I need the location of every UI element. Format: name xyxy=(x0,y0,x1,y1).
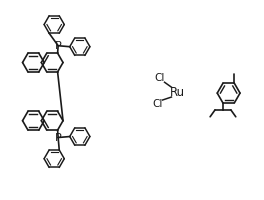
Text: Cl: Cl xyxy=(152,99,163,109)
Text: Ru: Ru xyxy=(170,86,185,99)
Text: P: P xyxy=(55,133,62,143)
Text: P: P xyxy=(55,41,62,51)
Text: Cl: Cl xyxy=(154,73,165,83)
